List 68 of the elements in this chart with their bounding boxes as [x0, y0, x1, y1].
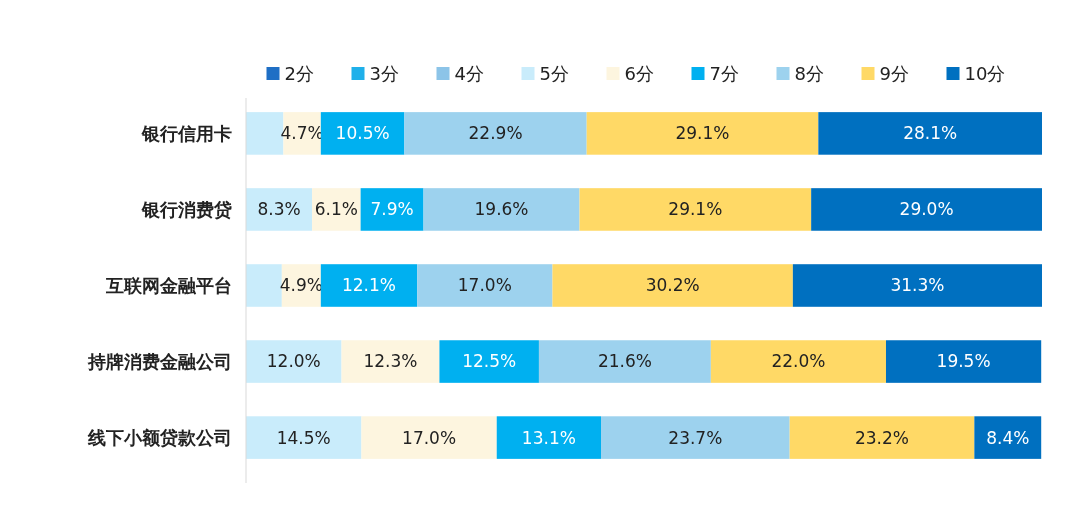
data-label: 19.5%: [936, 351, 991, 372]
data-label: 8.3%: [257, 199, 301, 220]
data-label: 12.0%: [266, 351, 321, 372]
data-label: 28.1%: [903, 123, 958, 144]
data-label: 10.5%: [335, 123, 390, 144]
data-label: 12.1%: [341, 275, 396, 296]
bar: [360, 188, 424, 231]
bar: [341, 340, 440, 383]
legend-label: 10分: [964, 63, 1006, 85]
bar: [496, 416, 602, 459]
data-label: 29.1%: [675, 123, 730, 144]
data-label: 21.6%: [597, 351, 652, 372]
bar: [538, 340, 711, 383]
bar: [417, 264, 553, 307]
data-label: 22.0%: [771, 351, 826, 372]
bar: [312, 188, 361, 231]
bar: [320, 112, 405, 155]
data-label: 4.9%: [279, 275, 323, 296]
bar: [789, 416, 975, 459]
data-label: 14.5%: [276, 427, 331, 448]
data-label: 17.0%: [402, 427, 457, 448]
data-label: 13.1%: [521, 427, 576, 448]
data-label: 23.2%: [855, 427, 910, 448]
data-label: 17.0%: [457, 275, 512, 296]
bar: [423, 188, 580, 231]
bar: [974, 416, 1042, 459]
bar: [811, 188, 1042, 231]
bar: [885, 340, 1042, 383]
y-tick-label: 线下小额贷款公司: [87, 426, 232, 448]
y-tick-label: 银行信用卡: [141, 122, 232, 144]
y-tick-label: 银行消费贷: [141, 198, 232, 220]
bar: [792, 264, 1042, 307]
bar: [320, 264, 418, 307]
data-label: 19.6%: [474, 199, 529, 220]
bar: [586, 112, 819, 155]
data-label: 29.0%: [899, 199, 954, 220]
data-label: 8.4%: [986, 427, 1030, 448]
data-label: 6.1%: [314, 199, 358, 220]
data-label: 7.9%: [370, 199, 414, 220]
legend-label: 6分: [624, 63, 654, 85]
legend-label: 8分: [794, 63, 824, 85]
bar: [552, 264, 793, 307]
data-label: 31.3%: [890, 275, 945, 296]
y-tick-label: 互联网金融平台: [105, 274, 232, 296]
bar: [246, 188, 313, 231]
bar: [404, 112, 587, 155]
legend-label: 5分: [539, 63, 569, 85]
bar: [439, 340, 539, 383]
data-label: 22.9%: [468, 123, 523, 144]
legend-label: 3分: [369, 63, 399, 85]
legend-label: 9分: [879, 63, 909, 85]
bar: [601, 416, 790, 459]
bar: [246, 340, 342, 383]
data-label: 30.2%: [645, 275, 700, 296]
legend-label: 7分: [709, 63, 739, 85]
data-label: 29.1%: [668, 199, 723, 220]
data-label: 12.3%: [363, 351, 418, 372]
bar: [246, 264, 282, 307]
y-tick-label: 持牌消费金融公司: [87, 350, 232, 372]
bar: [361, 416, 497, 459]
legend-label: 2分: [284, 63, 314, 85]
legend-label: 4分: [454, 63, 484, 85]
bar: [246, 416, 362, 459]
bar: [579, 188, 812, 231]
bar: [818, 112, 1042, 155]
data-label: 12.5%: [462, 351, 517, 372]
data-label: 23.7%: [668, 427, 723, 448]
bar: [710, 340, 886, 383]
